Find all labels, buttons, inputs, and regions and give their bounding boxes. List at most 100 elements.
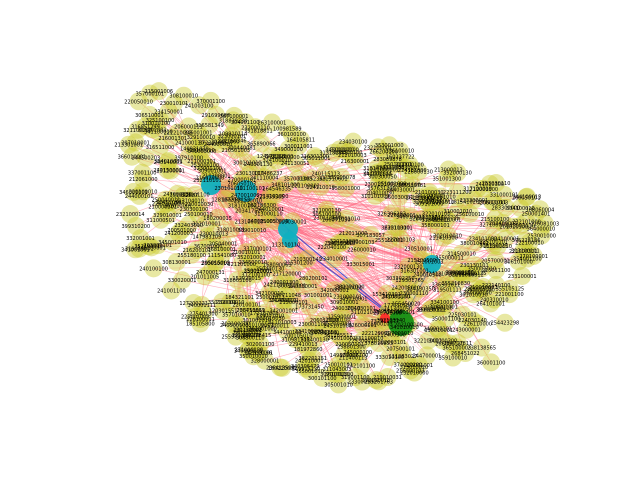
graph-leaf-node [344, 348, 363, 367]
graph-node-label: 305015002 [201, 260, 230, 266]
graph-leaf-node [504, 217, 523, 236]
graph-leaf-node [267, 179, 286, 198]
graph-node-label: 361010001 [164, 203, 193, 209]
graph-edge [148, 245, 402, 324]
graph-leaf-node [454, 265, 473, 284]
graph-node-label: 225001003 [181, 315, 210, 321]
graph-edge [400, 194, 505, 324]
graph-leaf-node [366, 186, 385, 205]
graph-leaf-node [275, 290, 294, 309]
graph-leaf-node [392, 180, 411, 199]
graph-leaf-node [309, 286, 328, 305]
graph-edge [245, 190, 347, 219]
graph-leaf-node [186, 307, 205, 326]
graph-leaf-node [144, 259, 163, 278]
graph-node-label: 243301130 [244, 162, 273, 168]
graph-leaf-node [252, 134, 271, 153]
graph-leaf-node [380, 230, 399, 249]
graph-hub-nodes [201, 175, 441, 336]
graph-node-label: 275401300 [189, 312, 218, 318]
graph-node-label: 306510001 [135, 113, 164, 119]
graph-leaf-node [300, 362, 319, 381]
graph-node-label: 358001000 [332, 186, 361, 192]
graph-node-label: 210000103 [346, 240, 375, 246]
graph-node-label: 270000101 [228, 178, 257, 184]
graph-node-label: 316851299 [131, 124, 160, 130]
graph-leaf-node [282, 276, 301, 295]
graph-edge [245, 190, 335, 374]
graph-leaf-node [345, 152, 364, 171]
graph-node-label: 399310200 [122, 224, 151, 230]
graph-node-label: 336100010 [386, 149, 415, 155]
graph-leaf-node [451, 263, 470, 282]
graph-node-label: 241001100 [157, 288, 186, 294]
graph-edge [210, 128, 288, 186]
graph-leaf-node [324, 143, 343, 162]
graph-node-label: 262186300 [247, 203, 276, 209]
graph-node-label: 230010101 [160, 101, 189, 107]
graph-leaf-node [239, 212, 258, 231]
graph-node-label: 213781433 [414, 196, 443, 202]
graph-leaf-node [271, 358, 290, 377]
graph-edge [287, 228, 444, 238]
graph-node-label: 310852369 [297, 176, 326, 182]
graph-node-label: 205040001 [209, 242, 238, 248]
graph-edge [255, 127, 433, 265]
graph-leaf-node [238, 320, 257, 339]
graph-node-label: 213100010 [235, 220, 264, 226]
graph-leaf-node [197, 214, 216, 233]
graph-node-label: 210501003 [221, 148, 250, 154]
graph-node-label: 336501011 [432, 283, 461, 289]
graph-node-label: 244700001 [413, 353, 442, 359]
graph-node-label: 216200101 [183, 248, 212, 254]
graph-leaf-node [302, 169, 321, 188]
graph-leaf-node [511, 216, 530, 235]
graph-edge [131, 156, 386, 319]
graph-node-label: 232100014 [116, 212, 145, 218]
graph-node-label: 210400011 [416, 215, 445, 221]
graph-edge [287, 228, 462, 254]
graph-leaf-node [214, 301, 233, 320]
graph-node-label: 213000013 [434, 168, 463, 174]
graph-edge [245, 150, 400, 192]
graph-node-label: 349001001 [446, 271, 475, 277]
graph-node-label: 250400130 [256, 267, 285, 273]
graph-leaf-node [163, 232, 182, 251]
graph-node-label: 367001000 [194, 244, 223, 250]
graph-node-label: 341100010 [144, 130, 173, 136]
graph-node-label: 351001300 [433, 176, 462, 182]
graph-leaf-node [437, 309, 456, 328]
graph-leaf-node [429, 320, 448, 339]
graph-node-label: 316001001 [429, 304, 458, 310]
graph-node-label: 185105800 [186, 321, 215, 327]
graph-leaf-node [374, 142, 393, 161]
graph-edge [431, 172, 458, 265]
graph-node-label: 210030001 [391, 166, 420, 172]
graph-node-label: 323100100 [322, 317, 351, 323]
graph-node-label: 323001100 [193, 166, 222, 172]
graph-leaf-node [296, 176, 315, 195]
graph-leaf-node [241, 301, 260, 320]
graph-leaf-node [240, 201, 259, 220]
graph-node-label: 236413500 [266, 365, 295, 371]
graph-node-label: 250030111 [417, 307, 446, 313]
graph-leaf-node [411, 279, 430, 298]
graph-node-label: 226000010 [347, 247, 376, 253]
graph-leaf-node [237, 268, 256, 287]
graph-node-label: 184321101 [225, 295, 254, 301]
graph-leaf-node [307, 149, 326, 168]
graph-edge [289, 239, 428, 356]
graph-node-label: 108060004 [526, 207, 555, 213]
graph-node-label: 164105811 [286, 137, 315, 143]
graph-edge [400, 286, 484, 324]
graph-leaf-node [221, 220, 240, 239]
graph-leaf-node [409, 355, 428, 374]
graph-node-label: 210010030 [185, 202, 214, 208]
graph-leaf-node [332, 328, 351, 347]
graph-node-label: 240500100 [220, 323, 249, 329]
graph-leaf-node [327, 360, 346, 379]
graph-node-label: 233300001 [460, 198, 489, 204]
graph-leaf-node [329, 326, 348, 345]
graph-leaf-node [339, 142, 358, 161]
graph-node-label: 111541080 [208, 253, 237, 259]
